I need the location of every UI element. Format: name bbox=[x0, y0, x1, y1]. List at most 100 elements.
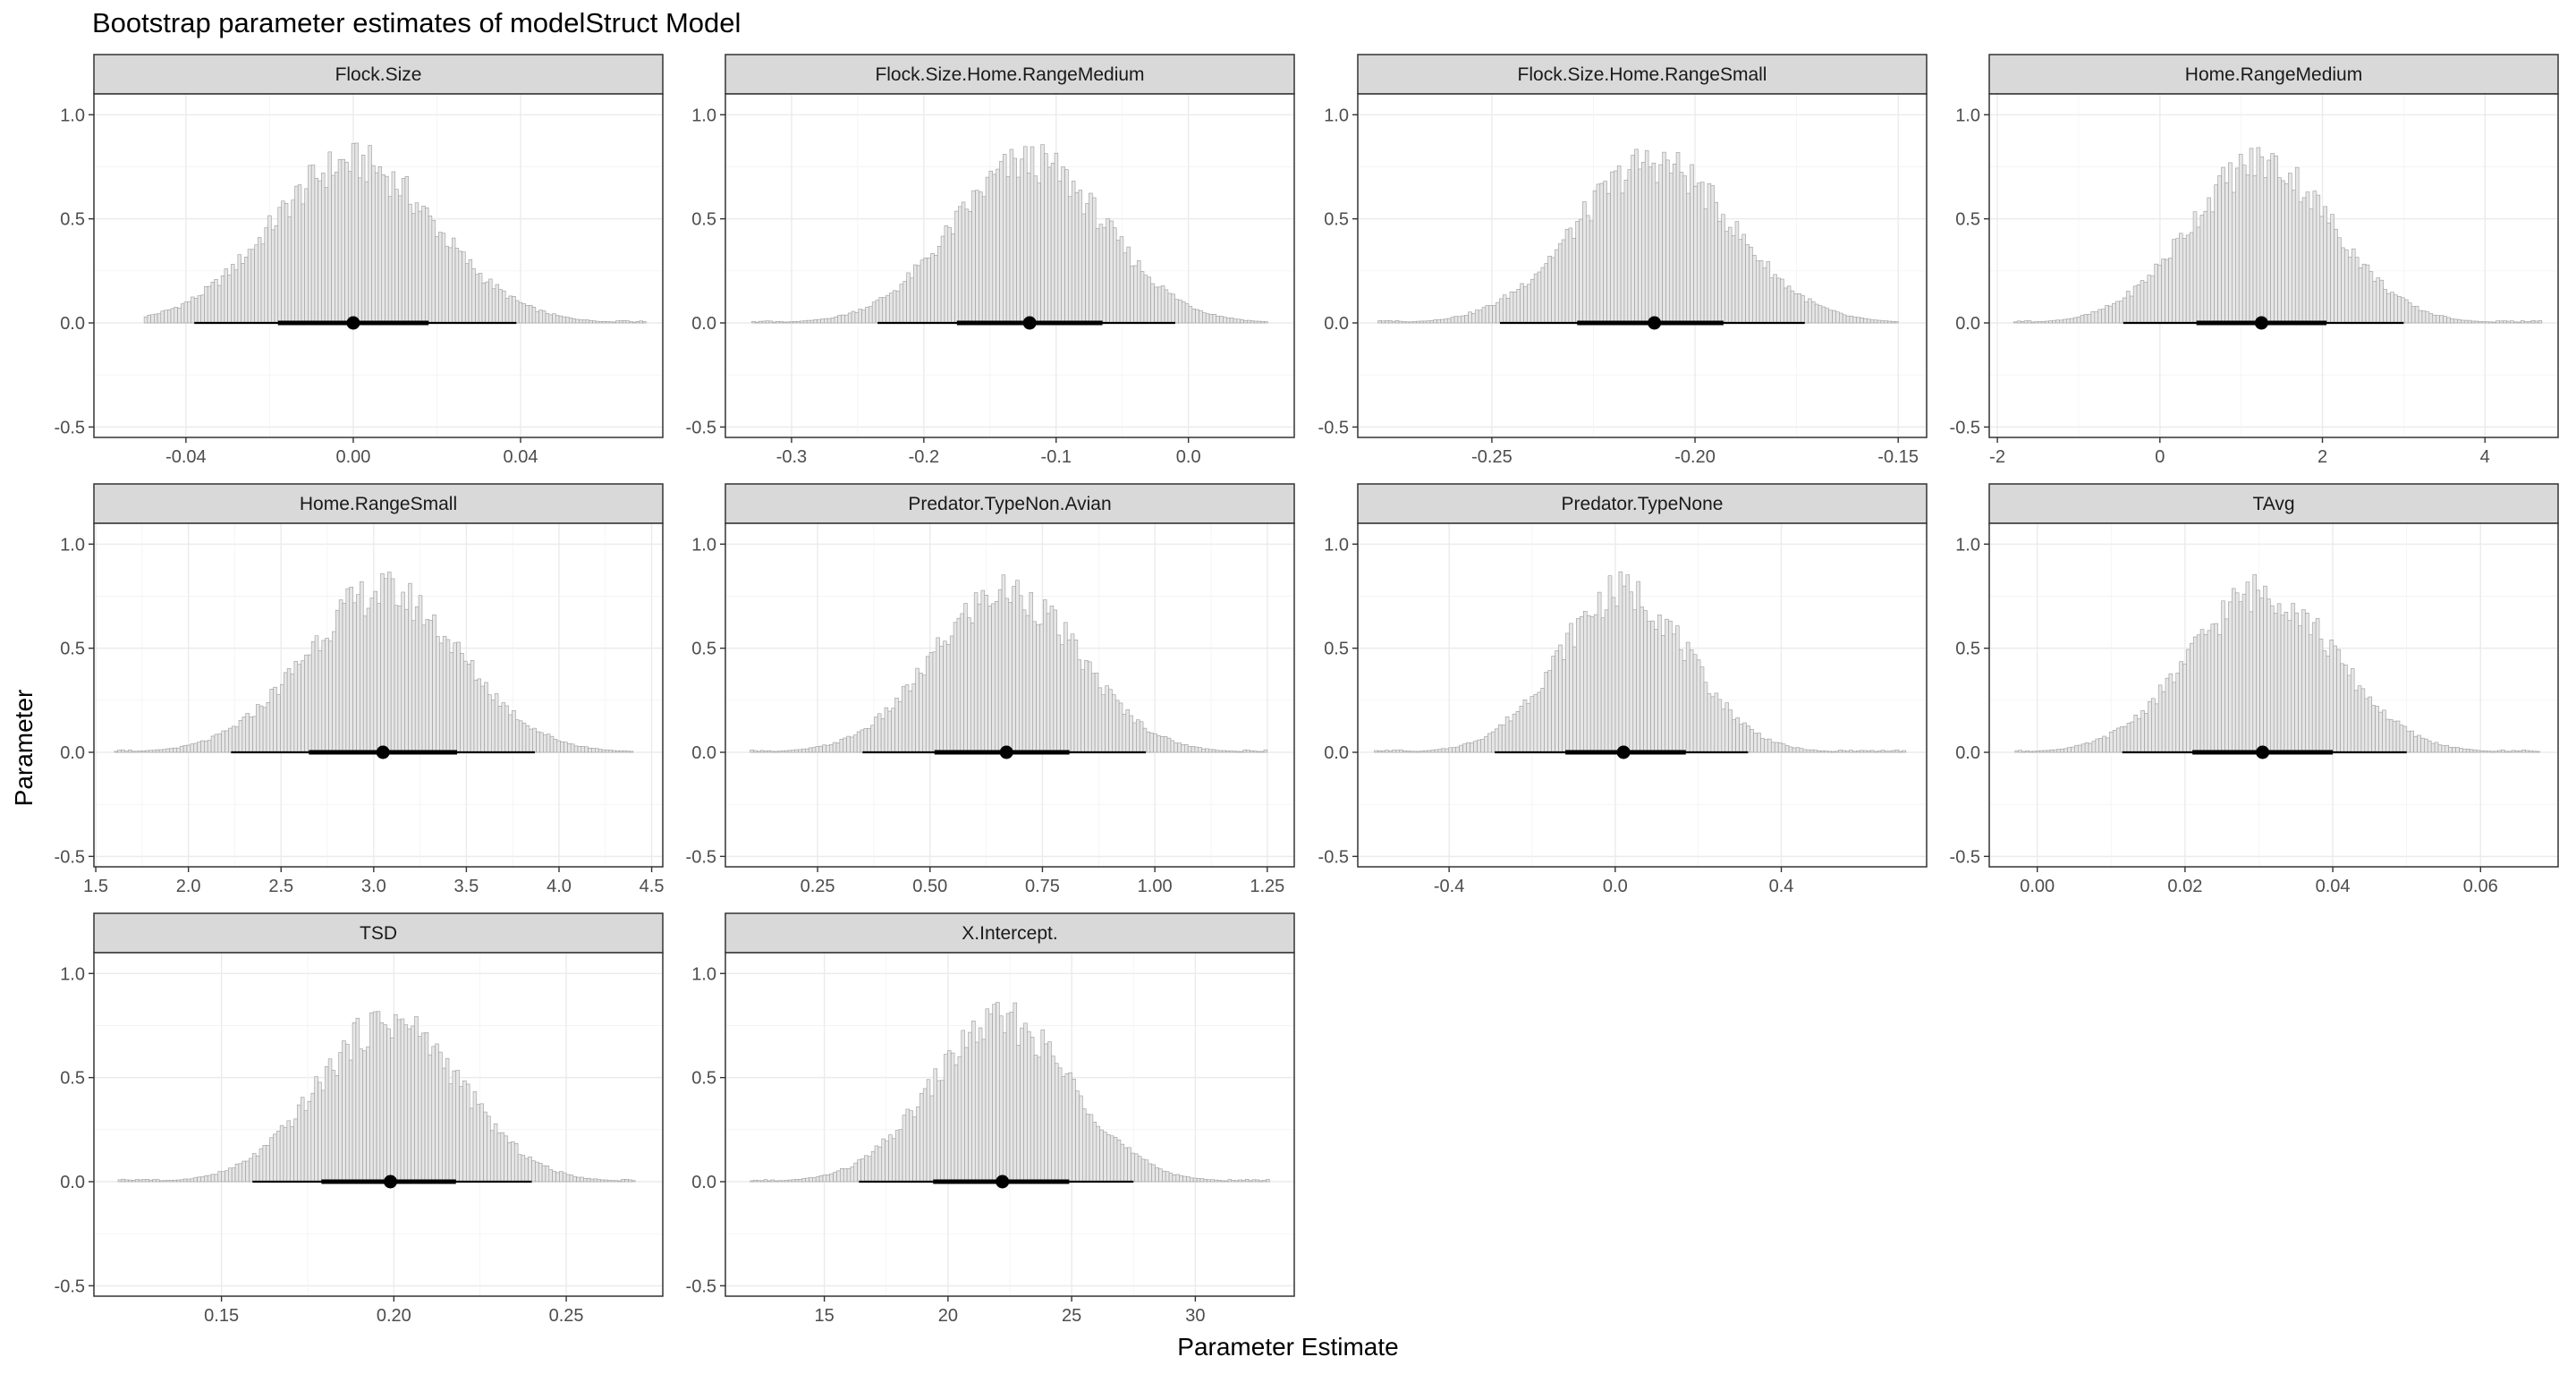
panel-6-hist-bar bbox=[1157, 735, 1161, 753]
panel-2-hist-bar bbox=[1037, 182, 1041, 324]
panel-6-hist-bar bbox=[1036, 623, 1040, 753]
panel-9-hist-bar bbox=[552, 1170, 556, 1183]
panel-6-hist-bar bbox=[1136, 719, 1140, 753]
panel-4-hist-bar bbox=[2016, 320, 2021, 324]
panel-3-hist-bar bbox=[1699, 182, 1705, 324]
panel-4-hist-bar bbox=[2263, 177, 2268, 324]
panel-9-hist-bar bbox=[593, 1178, 598, 1183]
panel-9-hist-bar bbox=[541, 1165, 547, 1183]
panel-9-hist-bar bbox=[476, 1104, 481, 1183]
panel-4-hist-bar bbox=[2453, 318, 2458, 324]
panel-2-hist-bar bbox=[878, 297, 884, 324]
panel-2-hist-bar bbox=[1054, 152, 1059, 324]
panel-9-hist-bar bbox=[234, 1163, 240, 1183]
panel-6-hist-bar bbox=[936, 637, 940, 753]
panel-2-hist-bar bbox=[1264, 321, 1268, 324]
panel-7-hist-bar bbox=[1455, 746, 1460, 753]
panel-5-hist-bar bbox=[591, 748, 596, 753]
panel-9-hist-bar bbox=[414, 1015, 419, 1183]
panel-9-hist-bar bbox=[472, 1091, 478, 1183]
panel-5-hist-bar bbox=[238, 720, 243, 753]
panel-3-hist-bar bbox=[1457, 316, 1462, 324]
panel-10-hist-bar bbox=[1231, 1180, 1235, 1183]
panel-3-hist-bar bbox=[1714, 201, 1718, 324]
panel-6-hist-bar bbox=[757, 751, 761, 753]
panel-8-hist-bar bbox=[2305, 612, 2309, 753]
panel-6-hist-bar bbox=[963, 603, 968, 753]
panel-1-hist-bar bbox=[391, 171, 396, 324]
panel-8-hist-bar bbox=[2154, 703, 2159, 753]
panel-1-hist-bar bbox=[418, 210, 422, 324]
panel-7-hist-bar bbox=[1714, 692, 1719, 753]
panel-3-hist-bar bbox=[1488, 305, 1493, 324]
panel-8-hist-bar bbox=[2133, 715, 2139, 753]
panel-4: Home.RangeMedium-0.50.00.51.0-2 0 2 4 bbox=[1950, 54, 2559, 467]
panel-5-hist-bar bbox=[352, 602, 357, 753]
panel-8-hist-bar bbox=[2232, 588, 2236, 753]
panel-4-hist-bar bbox=[2403, 299, 2409, 324]
panel-9-hist-bar bbox=[242, 1160, 246, 1183]
panel-6-hist-bar bbox=[1170, 740, 1175, 753]
panel-4-x-tick-label: 2 bbox=[2318, 447, 2327, 467]
panel-9-hist-bar bbox=[531, 1160, 536, 1183]
panel-2-hist-bar bbox=[996, 168, 1000, 324]
panel-4-hist-bar bbox=[2538, 320, 2543, 324]
panel-1-hist-bar bbox=[425, 208, 429, 324]
panel-6-hist-bar bbox=[801, 748, 806, 753]
panel-1-hist-bar bbox=[495, 284, 499, 324]
panel-6-hist-bar bbox=[925, 656, 930, 753]
panel-2-hist-bar bbox=[930, 252, 935, 324]
panel-2-hist-bar bbox=[865, 307, 869, 324]
panel-4-hist-bar bbox=[2428, 313, 2434, 324]
panel-2-hist-bar bbox=[1098, 224, 1104, 324]
panel-6-hist-bar bbox=[970, 623, 975, 753]
panel-6-hist-bar bbox=[1053, 609, 1058, 753]
panel-5-hist-bar bbox=[210, 735, 216, 753]
panel-9-hist-bar bbox=[396, 1019, 402, 1183]
panel-10-hist-bar bbox=[1027, 1030, 1031, 1183]
panel-10-hist-bar bbox=[1089, 1114, 1094, 1183]
panel-10-hist-bar bbox=[1040, 1029, 1046, 1183]
panel-8-y-tick-label: 0.0 bbox=[1955, 743, 1980, 763]
panel-1-hist-bar bbox=[260, 243, 266, 324]
panel-5-hist-bar bbox=[338, 599, 343, 753]
panel-5-hist-bar bbox=[397, 606, 402, 753]
panel-6-hist-bar bbox=[901, 686, 906, 753]
panel-3-hist-bar bbox=[1869, 319, 1875, 324]
panel-4-hist-bar bbox=[2175, 238, 2180, 324]
panel-10-hist-bar bbox=[1238, 1179, 1242, 1183]
panel-5-hist-bar bbox=[190, 743, 195, 753]
panel-6-hist-bar bbox=[818, 745, 823, 753]
panel-8-hist-bar bbox=[2224, 618, 2229, 753]
panel-3-hist-bar bbox=[1634, 148, 1639, 324]
panel-5-hist-bar bbox=[546, 734, 551, 753]
panel-8-hist-bar bbox=[2063, 748, 2068, 753]
panel-9-hist-bar bbox=[117, 1179, 123, 1183]
panel-2-hist-bar bbox=[1136, 260, 1141, 324]
panel-5-hist-bar bbox=[615, 751, 620, 753]
panel-6-hist-bar bbox=[1008, 602, 1013, 753]
panel-6-hist-bar bbox=[805, 748, 809, 753]
panel-6-hist-bar bbox=[891, 708, 895, 753]
panel-5-hist-bar bbox=[608, 750, 613, 753]
panel-4-x-tick-label: 0 bbox=[2155, 447, 2165, 467]
panel-1-hist-bar bbox=[475, 274, 479, 324]
panel-9-hist-bar bbox=[448, 1083, 453, 1183]
panel-10-strip-label: X.Intercept. bbox=[962, 923, 1057, 944]
panel-5-hist-bar bbox=[487, 694, 492, 753]
panel-4-hist-bar bbox=[2157, 265, 2162, 324]
panel-5-hist-bar bbox=[193, 742, 198, 753]
panel-10-hist-bar bbox=[815, 1176, 820, 1183]
panel-2-hist-bar bbox=[954, 210, 959, 324]
panel-1-hist-bar bbox=[642, 321, 647, 324]
panel-8-hist-bar bbox=[2507, 751, 2512, 753]
panel-6-hist-bar bbox=[1194, 746, 1199, 753]
panel-5-hist-bar bbox=[529, 728, 534, 753]
panel-5-hist-bar bbox=[231, 725, 236, 753]
panel-5-hist-bar bbox=[445, 639, 451, 753]
panel-3-hist-bar bbox=[1520, 283, 1524, 324]
panel-9-hist-bar bbox=[249, 1158, 253, 1183]
panel-2-hist-bar bbox=[1126, 246, 1131, 324]
panel-6-hist-bar bbox=[794, 749, 799, 753]
panel-2-hist-bar bbox=[1225, 318, 1231, 324]
